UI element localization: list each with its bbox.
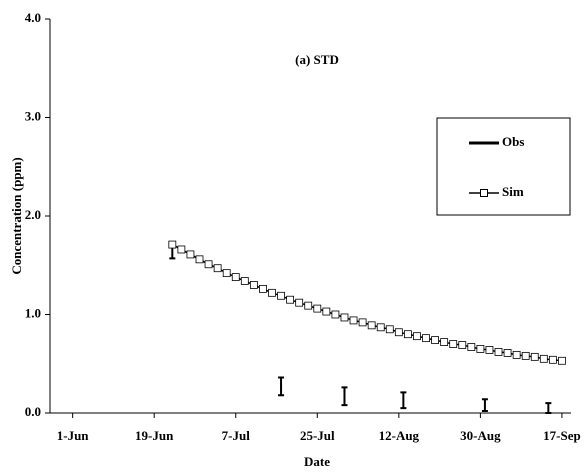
marker [494,348,503,356]
marker [512,350,521,359]
marker [413,332,421,341]
marker [195,255,204,264]
error-bar [278,376,285,397]
error-bar [481,398,488,413]
marker [431,336,439,345]
legend-label: Sim [502,184,524,199]
marker [530,352,539,361]
marker [331,310,340,319]
marker [231,273,240,281]
marker [340,313,349,322]
marker [558,356,566,365]
marker [449,340,458,348]
y-tick-label: 2.0 [25,207,41,222]
y-axis-label: Concentration (ppm) [9,157,24,274]
marker [168,240,177,249]
marker [367,321,376,330]
marker [376,323,385,332]
marker [394,328,403,337]
x-tick-label: 25-Jul [300,428,335,443]
marker [222,269,231,278]
y-tick-label: 0.0 [25,404,41,419]
marker [277,291,285,300]
y-tick-label: 3.0 [25,108,41,123]
x-tick-label: 12-Aug [379,428,420,443]
marker [521,351,530,360]
marker [322,307,331,316]
marker [186,250,195,259]
y-tick-label: 4.0 [25,10,41,25]
marker [422,334,430,343]
marker [349,316,358,325]
marker [286,295,295,304]
x-axis-label: Date [304,454,330,469]
marker [485,346,494,354]
legend-label: Obs [502,134,524,149]
x-tick-label: 30-Aug [460,428,501,443]
x-tick-label: 19-Jun [135,428,174,443]
x-tick-label: 17-Sep [543,428,581,443]
marker [204,260,213,269]
marker [476,345,485,353]
x-tick-label: 7-Jul [222,428,251,443]
series-line [171,243,563,362]
marker [404,330,412,339]
error-bar [400,391,407,410]
legend-marker [480,189,488,197]
marker [458,341,467,349]
marker [467,343,476,351]
marker [548,355,557,364]
y-tick-label: 1.0 [25,305,41,320]
marker [268,288,276,297]
chart-title: (a) STD [295,52,339,67]
marker [385,325,394,334]
error-bar [341,386,348,407]
marker [249,281,258,289]
marker [213,264,222,273]
legend-box [436,117,571,216]
marker [295,298,304,307]
x-tick-label: 1-Jun [57,428,90,443]
marker [313,304,322,313]
marker [503,349,512,357]
error-bar [545,402,552,414]
marker [177,245,186,254]
marker [304,301,313,310]
marker [539,354,548,363]
marker [358,318,367,327]
marker [259,284,267,293]
marker [440,338,449,346]
marker [240,277,249,285]
